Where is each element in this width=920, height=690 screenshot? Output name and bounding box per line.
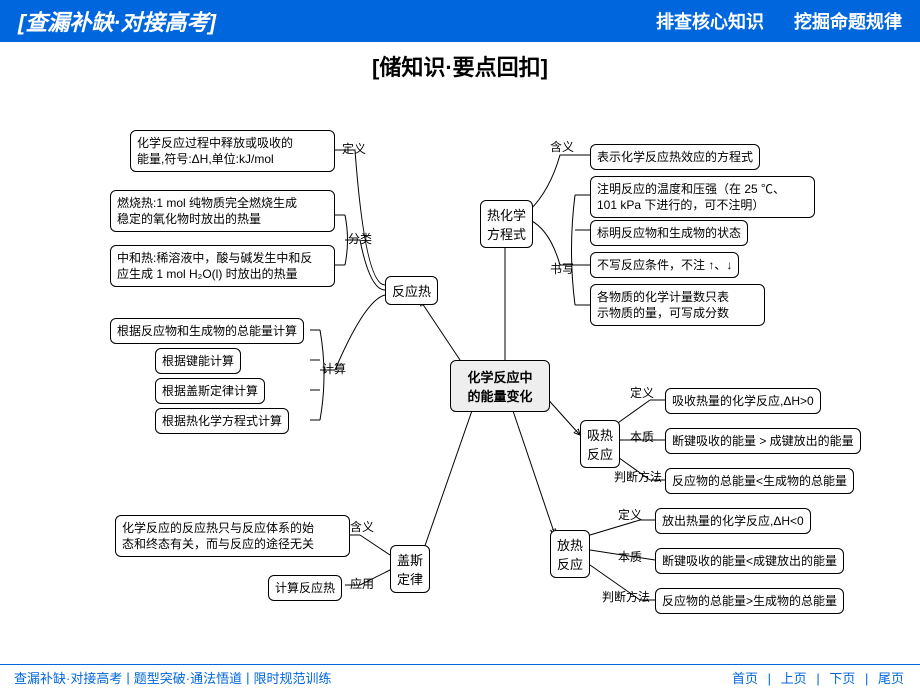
label-bz-1: 本质 <box>630 428 654 445</box>
node-l4: 根据反应物和生成物的总能量计算 <box>110 318 304 344</box>
node-r2: 注明反应的温度和压强（在 25 ℃、 101 kPa 下进行的，可不注明） <box>590 176 815 218</box>
hub-fyr: 反应热 <box>385 276 438 305</box>
node-r1: 表示化学反应热效应的方程式 <box>590 144 760 170</box>
nav-last[interactable]: 尾页 <box>878 671 904 686</box>
label-pd-2: 判断方法 <box>602 588 650 605</box>
node-l2: 燃烧热:1 mol 纯物质完全燃烧生成 稳定的氧化物时放出的热量 <box>110 190 335 232</box>
nav-next[interactable]: 下页 <box>829 671 855 686</box>
hub-rhx: 热化学 方程式 <box>480 200 533 248</box>
hub-gsdl: 盖斯 定律 <box>390 545 430 593</box>
header-right-1: 排查核心知识 <box>656 12 764 32</box>
node-r9: 放出热量的化学反应,ΔH<0 <box>655 508 811 534</box>
label-dy-3: 定义 <box>618 506 642 523</box>
label-pd-1: 判断方法 <box>614 468 662 485</box>
footer-sep: | <box>126 670 129 685</box>
label-bz-2: 本质 <box>618 548 642 565</box>
header-right-title: 排查核心知识 挖掘命题规律 <box>656 8 902 34</box>
label-dy-1: 定义 <box>342 140 366 157</box>
label-js: 计算 <box>322 360 346 377</box>
footer-nav: 首页 | 上页 | 下页 | 尾页 <box>730 668 906 687</box>
header-right-2: 挖掘命题规律 <box>794 12 902 32</box>
header-left-title: [查漏补缺·对接高考] <box>18 5 216 37</box>
node-l5: 根据键能计算 <box>155 348 241 374</box>
label-dy-2: 定义 <box>630 384 654 401</box>
node-l9: 计算反应热 <box>268 575 342 601</box>
nav-first[interactable]: 首页 <box>732 671 758 686</box>
node-r11: 反应物的总能量>生成物的总能量 <box>655 588 844 614</box>
label-sx: 书写 <box>550 260 574 277</box>
node-l6: 根据盖斯定律计算 <box>155 378 265 404</box>
header-bar: [查漏补缺·对接高考] 排查核心知识 挖掘命题规律 <box>0 0 920 42</box>
nav-prev[interactable]: 上页 <box>781 671 807 686</box>
node-l7: 根据热化学方程式计算 <box>155 408 289 434</box>
node-r5: 各物质的化学计量数只表 示物质的量，可写成分数 <box>590 284 765 326</box>
node-r4: 不写反应条件，不注 ↑、↓ <box>590 252 739 278</box>
hub-frfy: 放热 反应 <box>550 530 590 578</box>
footer-link-3[interactable]: 限时规范训练 <box>253 668 331 687</box>
node-l1: 化学反应过程中释放或吸收的 能量,符号:ΔH,单位:kJ/mol <box>130 130 335 172</box>
center-node: 化学反应中 的能量变化 <box>450 360 550 412</box>
node-r8: 反应物的总能量<生成物的总能量 <box>665 468 854 494</box>
node-r6: 吸收热量的化学反应,ΔH>0 <box>665 388 821 414</box>
node-l3: 中和热:稀溶液中，酸与碱发生中和反 应生成 1 mol H₂O(l) 时放出的热… <box>110 245 335 287</box>
node-r10: 断键吸收的能量<成键放出的能量 <box>655 548 844 574</box>
footer-link-2[interactable]: 题型突破·通法悟道 <box>134 668 242 687</box>
footer-link-1[interactable]: 查漏补缺·对接高考 <box>14 668 122 687</box>
label-hy-2: 含义 <box>350 518 374 535</box>
node-r3: 标明反应物和生成物的状态 <box>590 220 748 246</box>
subtitle: [储知识·要点回扣] <box>0 50 920 82</box>
label-fl: 分类 <box>348 230 372 247</box>
hub-xrfy: 吸热 反应 <box>580 420 620 468</box>
node-l8: 化学反应的反应热只与反应体系的始 态和终态有关，而与反应的途径无关 <box>115 515 350 557</box>
footer-bar: 查漏补缺·对接高考 | 题型突破·通法悟道 | 限时规范训练 首页 | 上页 |… <box>0 664 920 690</box>
label-hy-1: 含义 <box>550 138 574 155</box>
node-r7: 断键吸收的能量 > 成键放出的能量 <box>665 428 861 454</box>
label-yy: 应用 <box>350 575 374 592</box>
footer-sep: | <box>246 670 249 685</box>
concept-map: 化学反应中 的能量变化 反应热 热化学 方程式 吸热 反应 放热 反应 盖斯 定… <box>0 90 920 670</box>
